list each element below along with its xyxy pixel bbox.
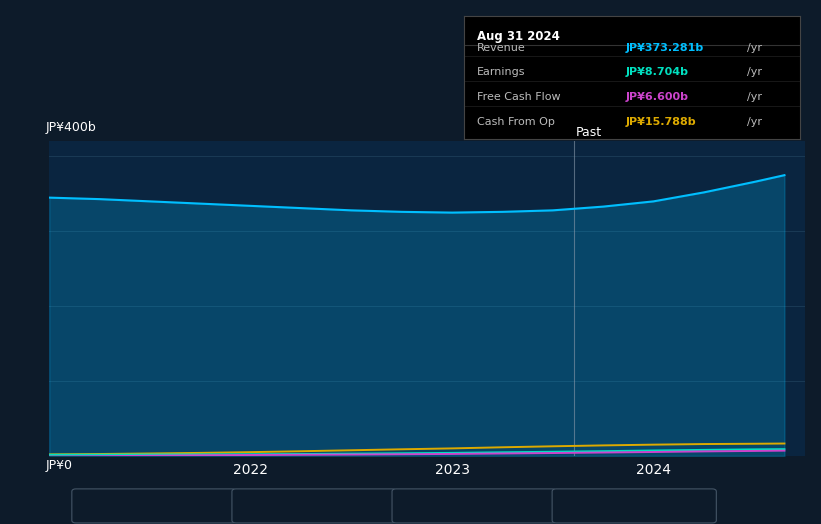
Text: JP¥400b: JP¥400b xyxy=(45,121,96,134)
Text: Free Cash Flow: Free Cash Flow xyxy=(477,92,561,102)
Text: Revenue: Revenue xyxy=(477,42,526,53)
Text: Past: Past xyxy=(576,126,602,139)
Text: JP¥6.600b: JP¥6.600b xyxy=(626,92,689,102)
Text: Aug 31 2024: Aug 31 2024 xyxy=(477,30,560,43)
Text: /yr: /yr xyxy=(746,67,762,78)
Text: /yr: /yr xyxy=(746,116,762,127)
Text: ●: ● xyxy=(406,499,416,512)
Text: ●: ● xyxy=(566,499,576,512)
Text: /yr: /yr xyxy=(746,42,762,53)
Text: Earnings: Earnings xyxy=(263,499,314,512)
Text: /yr: /yr xyxy=(746,92,762,102)
Text: Earnings: Earnings xyxy=(477,67,525,78)
Text: ●: ● xyxy=(245,499,256,512)
Text: Cash From Op: Cash From Op xyxy=(583,499,665,512)
Text: JP¥0: JP¥0 xyxy=(45,458,72,472)
Text: ●: ● xyxy=(85,499,96,512)
Text: JP¥15.788b: JP¥15.788b xyxy=(626,116,696,127)
Text: JP¥8.704b: JP¥8.704b xyxy=(626,67,689,78)
Text: Free Cash Flow: Free Cash Flow xyxy=(423,499,511,512)
Text: JP¥373.281b: JP¥373.281b xyxy=(626,42,704,53)
Text: Revenue: Revenue xyxy=(102,499,154,512)
Text: Cash From Op: Cash From Op xyxy=(477,116,555,127)
